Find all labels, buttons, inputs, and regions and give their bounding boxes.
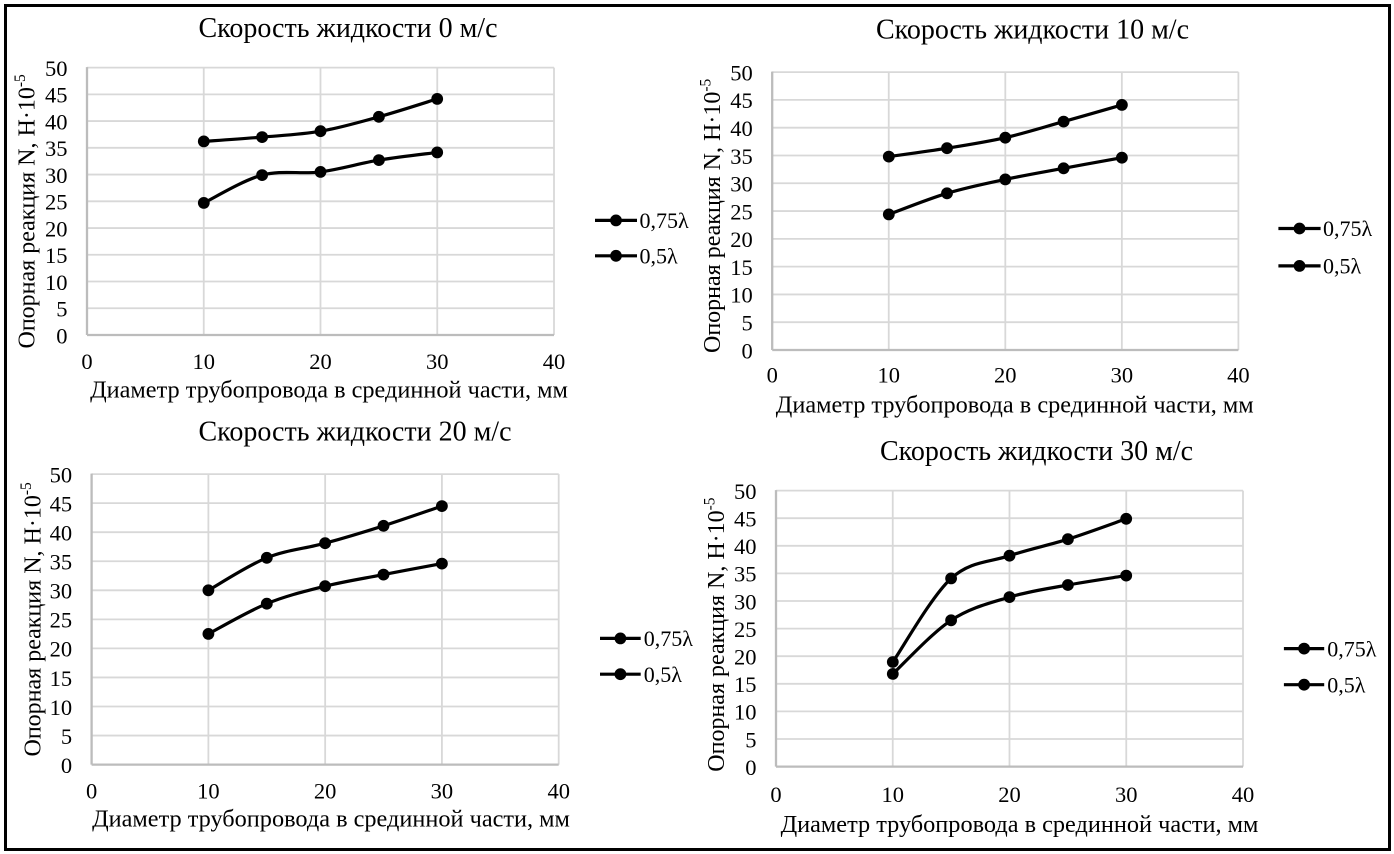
svg-text:50: 50	[730, 60, 753, 85]
svg-text:30: 30	[1111, 363, 1134, 388]
svg-text:10: 10	[45, 270, 68, 295]
svg-text:40: 40	[734, 534, 757, 559]
svg-text:40: 40	[1232, 782, 1255, 807]
svg-text:20: 20	[998, 782, 1021, 807]
svg-text:25: 25	[45, 190, 68, 215]
svg-text:0,75λ: 0,75λ	[640, 208, 690, 233]
svg-text:Диаметр трубопровода в срединн: Диаметр трубопровода в срединной части, …	[92, 806, 570, 833]
svg-text:Диаметр трубопровода в срединн: Диаметр трубопровода в срединной части, …	[776, 391, 1254, 418]
svg-text:35: 35	[730, 144, 753, 169]
svg-text:25: 25	[730, 199, 753, 224]
svg-text:15: 15	[45, 243, 68, 268]
svg-text:30: 30	[730, 172, 753, 197]
svg-text:Скорость жидкости 10 м/с: Скорость жидкости 10 м/с	[876, 15, 1189, 46]
svg-text:10: 10	[193, 349, 216, 374]
svg-text:40: 40	[547, 778, 570, 803]
svg-text:Диаметр трубопровода в срединн: Диаметр трубопровода в срединной части, …	[781, 811, 1259, 838]
svg-text:40: 40	[50, 521, 73, 546]
svg-text:20: 20	[730, 227, 753, 252]
svg-text:45: 45	[50, 492, 73, 517]
svg-text:30: 30	[1115, 782, 1138, 807]
svg-text:10: 10	[50, 695, 73, 720]
svg-text:Скорость жидкости 30 м/с: Скорость жидкости 30 м/с	[880, 436, 1193, 467]
svg-text:5: 5	[745, 727, 756, 752]
svg-text:Скорость жидкости 20 м/с: Скорость жидкости 20 м/с	[198, 417, 511, 448]
svg-text:10: 10	[734, 700, 757, 725]
svg-text:40: 40	[1227, 363, 1250, 388]
svg-text:5: 5	[741, 311, 752, 336]
svg-text:50: 50	[734, 479, 757, 504]
svg-text:25: 25	[734, 617, 757, 642]
svg-text:5: 5	[61, 724, 72, 749]
svg-text:10: 10	[197, 778, 220, 803]
svg-text:0,5λ: 0,5λ	[1327, 672, 1366, 697]
svg-text:Опорная реакция N, Н·10-5: Опорная реакция N, Н·10-5	[701, 497, 730, 772]
svg-text:35: 35	[45, 136, 68, 161]
svg-text:45: 45	[730, 88, 753, 113]
svg-text:40: 40	[543, 349, 566, 374]
svg-text:15: 15	[734, 672, 757, 697]
svg-text:30: 30	[45, 163, 68, 188]
svg-text:0: 0	[741, 338, 752, 363]
svg-text:50: 50	[45, 56, 68, 81]
svg-text:Диаметр трубопровода в срединн: Диаметр трубопровода в срединной части, …	[90, 376, 568, 403]
svg-text:0,75λ: 0,75λ	[1327, 636, 1377, 661]
svg-text:10: 10	[882, 782, 905, 807]
svg-text:Опорная реакция N, Н·10-5: Опорная реакция N, Н·10-5	[12, 74, 41, 349]
svg-text:10: 10	[730, 283, 753, 308]
svg-text:30: 30	[734, 589, 757, 614]
svg-text:35: 35	[734, 562, 757, 587]
svg-text:0: 0	[770, 782, 781, 807]
svg-text:25: 25	[50, 608, 73, 633]
svg-text:20: 20	[734, 645, 757, 670]
svg-text:0: 0	[56, 323, 67, 348]
svg-text:30: 30	[426, 349, 449, 374]
svg-text:0: 0	[81, 349, 92, 374]
svg-text:40: 40	[45, 109, 68, 134]
svg-text:15: 15	[50, 666, 73, 691]
svg-text:0: 0	[767, 363, 778, 388]
svg-text:5: 5	[56, 297, 67, 322]
svg-text:35: 35	[50, 550, 73, 575]
svg-text:0,75λ: 0,75λ	[644, 626, 694, 651]
svg-text:0: 0	[745, 755, 756, 780]
svg-text:50: 50	[50, 462, 73, 487]
svg-text:0: 0	[61, 753, 72, 778]
svg-text:30: 30	[431, 778, 454, 803]
svg-text:20: 20	[45, 216, 68, 241]
svg-text:10: 10	[878, 363, 901, 388]
svg-text:Скорость жидкости 0 м/с: Скорость жидкости 0 м/с	[198, 13, 497, 44]
svg-text:20: 20	[994, 363, 1017, 388]
svg-text:0,5λ: 0,5λ	[644, 662, 683, 687]
svg-text:20: 20	[309, 349, 332, 374]
svg-text:30: 30	[50, 579, 73, 604]
svg-text:45: 45	[45, 83, 68, 108]
svg-text:20: 20	[314, 778, 337, 803]
svg-text:40: 40	[730, 116, 753, 141]
svg-text:0: 0	[86, 778, 97, 803]
svg-text:0,75λ: 0,75λ	[1323, 216, 1373, 241]
svg-text:0,5λ: 0,5λ	[640, 244, 679, 269]
svg-text:20: 20	[50, 637, 73, 662]
svg-text:Опорная реакция N, Н·10-5: Опорная реакция N, Н·10-5	[698, 78, 727, 353]
svg-text:45: 45	[734, 507, 757, 532]
svg-text:Опорная реакция N, Н·10-5: Опорная реакция N, Н·10-5	[18, 482, 47, 757]
svg-text:15: 15	[730, 255, 753, 280]
svg-text:0,5λ: 0,5λ	[1323, 254, 1362, 279]
